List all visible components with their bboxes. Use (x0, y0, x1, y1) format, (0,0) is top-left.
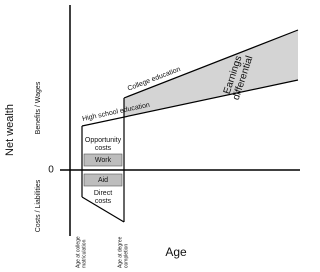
cost-line (81, 196, 125, 223)
label: Work (95, 157, 112, 164)
label: Aid (98, 177, 108, 184)
work-box (83, 153, 123, 167)
y-axis-label: Net wealth (4, 104, 16, 156)
zero-label: 0 (48, 165, 54, 176)
label: Direct (94, 190, 112, 197)
age-label: Age at college (75, 236, 81, 268)
axis-note: Costs / Liabilities (35, 179, 42, 232)
age-label: Age at degree (117, 236, 123, 268)
diagram: Opportunity costs Work Aid Direct costs … (4, 5, 300, 268)
college-line (123, 29, 299, 99)
label: Opportunity (85, 137, 122, 144)
axis-note: Benefits / Wages (35, 81, 42, 134)
differential-area (124, 30, 298, 117)
age-label: completion (123, 244, 129, 268)
high-school-line (81, 79, 299, 127)
label: costs (95, 198, 112, 205)
label: costs (95, 145, 112, 152)
x-axis-label: Age (165, 245, 187, 259)
age-label: matriculation (81, 239, 87, 268)
aid-box (83, 173, 123, 187)
